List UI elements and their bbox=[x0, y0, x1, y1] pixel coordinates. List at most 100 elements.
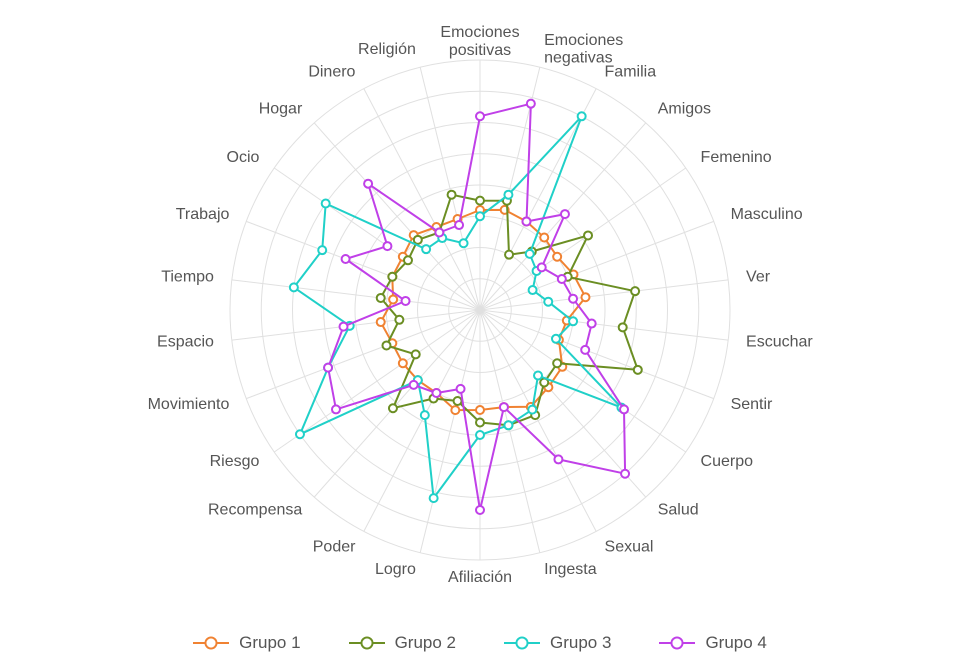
series-marker bbox=[631, 287, 639, 295]
axis-label: Trabajo bbox=[176, 206, 230, 223]
series-marker bbox=[500, 403, 508, 411]
series-marker bbox=[389, 404, 397, 412]
axis-label: Afiliación bbox=[448, 569, 512, 586]
legend-swatch bbox=[349, 636, 385, 650]
series-marker bbox=[504, 191, 512, 199]
legend-item[interactable]: Grupo 3 bbox=[504, 633, 611, 653]
axis-label: Cuerpo bbox=[701, 453, 754, 470]
radar-chart-container: EmocionespositivasEmocionesnegativasFami… bbox=[0, 0, 960, 665]
series-marker bbox=[588, 320, 596, 328]
series-marker bbox=[584, 231, 592, 239]
series-marker bbox=[621, 470, 629, 478]
series-marker bbox=[476, 406, 484, 414]
axis-label: Masculino bbox=[731, 206, 803, 223]
axis-label: Poder bbox=[313, 539, 356, 556]
axis-label: Ver bbox=[746, 269, 771, 286]
series-marker bbox=[526, 250, 534, 258]
series-marker bbox=[364, 180, 372, 188]
series-marker bbox=[534, 371, 542, 379]
chart-legend: Grupo 1 Grupo 2 Grupo 3 Grupo 4 bbox=[0, 633, 960, 653]
series-marker bbox=[476, 419, 484, 427]
axis-label: Dinero bbox=[308, 64, 355, 81]
series-marker bbox=[569, 295, 577, 303]
axis-label: Riesgo bbox=[210, 453, 260, 470]
series-marker bbox=[558, 275, 566, 283]
axis-label: Femenino bbox=[701, 149, 772, 166]
series-marker bbox=[538, 263, 546, 271]
series-marker bbox=[451, 406, 459, 414]
series-marker bbox=[402, 297, 410, 305]
legend-swatch bbox=[659, 636, 695, 650]
series-marker bbox=[340, 323, 348, 331]
series-marker bbox=[389, 295, 397, 303]
series-marker bbox=[620, 405, 628, 413]
legend-swatch bbox=[193, 636, 229, 650]
series-marker bbox=[528, 406, 536, 414]
series-marker bbox=[324, 364, 332, 372]
axis-label: Hogar bbox=[259, 101, 303, 118]
legend-label: Grupo 2 bbox=[395, 633, 456, 653]
axis-label: Religión bbox=[358, 41, 416, 58]
axis-label: Escuchar bbox=[746, 334, 813, 351]
axis-label: Tiempo bbox=[161, 269, 214, 286]
series-marker bbox=[553, 359, 561, 367]
axis-label: Espacio bbox=[157, 334, 214, 351]
series-marker bbox=[432, 389, 440, 397]
series-marker bbox=[399, 359, 407, 367]
series-marker bbox=[540, 233, 548, 241]
axis-label: Ocio bbox=[227, 149, 260, 166]
legend-label: Grupo 3 bbox=[550, 633, 611, 653]
series-marker bbox=[296, 430, 304, 438]
series-marker bbox=[435, 229, 443, 237]
legend-swatch bbox=[504, 636, 540, 650]
series-marker bbox=[460, 239, 468, 247]
series-marker bbox=[552, 335, 560, 343]
series-marker bbox=[505, 251, 513, 259]
axis-label: Recompensa bbox=[208, 502, 302, 519]
axis-label: Amigos bbox=[658, 101, 711, 118]
axis-label: Familia bbox=[605, 64, 657, 81]
series-marker bbox=[529, 286, 537, 294]
series-marker bbox=[342, 255, 350, 263]
axis-label: Salud bbox=[658, 502, 699, 519]
series-marker bbox=[454, 397, 462, 405]
series-marker bbox=[383, 242, 391, 250]
series-marker bbox=[504, 421, 512, 429]
series-marker bbox=[476, 506, 484, 514]
series-marker bbox=[578, 112, 586, 120]
series-marker bbox=[527, 100, 535, 108]
legend-item[interactable]: Grupo 4 bbox=[659, 633, 766, 653]
series-marker bbox=[404, 256, 412, 264]
series-marker bbox=[422, 245, 430, 253]
series-marker bbox=[414, 236, 422, 244]
series-marker bbox=[318, 246, 326, 254]
series-marker bbox=[476, 212, 484, 220]
series-marker bbox=[569, 317, 577, 325]
legend-label: Grupo 1 bbox=[239, 633, 300, 653]
series-marker bbox=[581, 346, 589, 354]
series-marker bbox=[377, 294, 385, 302]
series-marker bbox=[455, 221, 463, 229]
series-marker bbox=[554, 455, 562, 463]
series-marker bbox=[553, 253, 561, 261]
legend-item[interactable]: Grupo 2 bbox=[349, 633, 456, 653]
series-marker bbox=[448, 191, 456, 199]
series-marker bbox=[619, 323, 627, 331]
radar-chart-svg: EmocionespositivasEmocionesnegativasFami… bbox=[0, 0, 960, 665]
series-marker bbox=[544, 298, 552, 306]
series-marker bbox=[522, 217, 530, 225]
legend-item[interactable]: Grupo 1 bbox=[193, 633, 300, 653]
axis-label: Movimiento bbox=[148, 396, 230, 413]
series-marker bbox=[382, 341, 390, 349]
series-marker bbox=[581, 293, 589, 301]
series-marker bbox=[395, 316, 403, 324]
series-marker bbox=[634, 366, 642, 374]
series-marker bbox=[410, 381, 418, 389]
series-marker bbox=[332, 405, 340, 413]
axis-label: Ingesta bbox=[544, 561, 597, 578]
axis-label: Sexual bbox=[605, 539, 654, 556]
series-marker bbox=[457, 385, 465, 393]
series-marker bbox=[476, 112, 484, 120]
axis-label: Emocionesnegativas bbox=[544, 32, 623, 67]
series-marker bbox=[421, 411, 429, 419]
